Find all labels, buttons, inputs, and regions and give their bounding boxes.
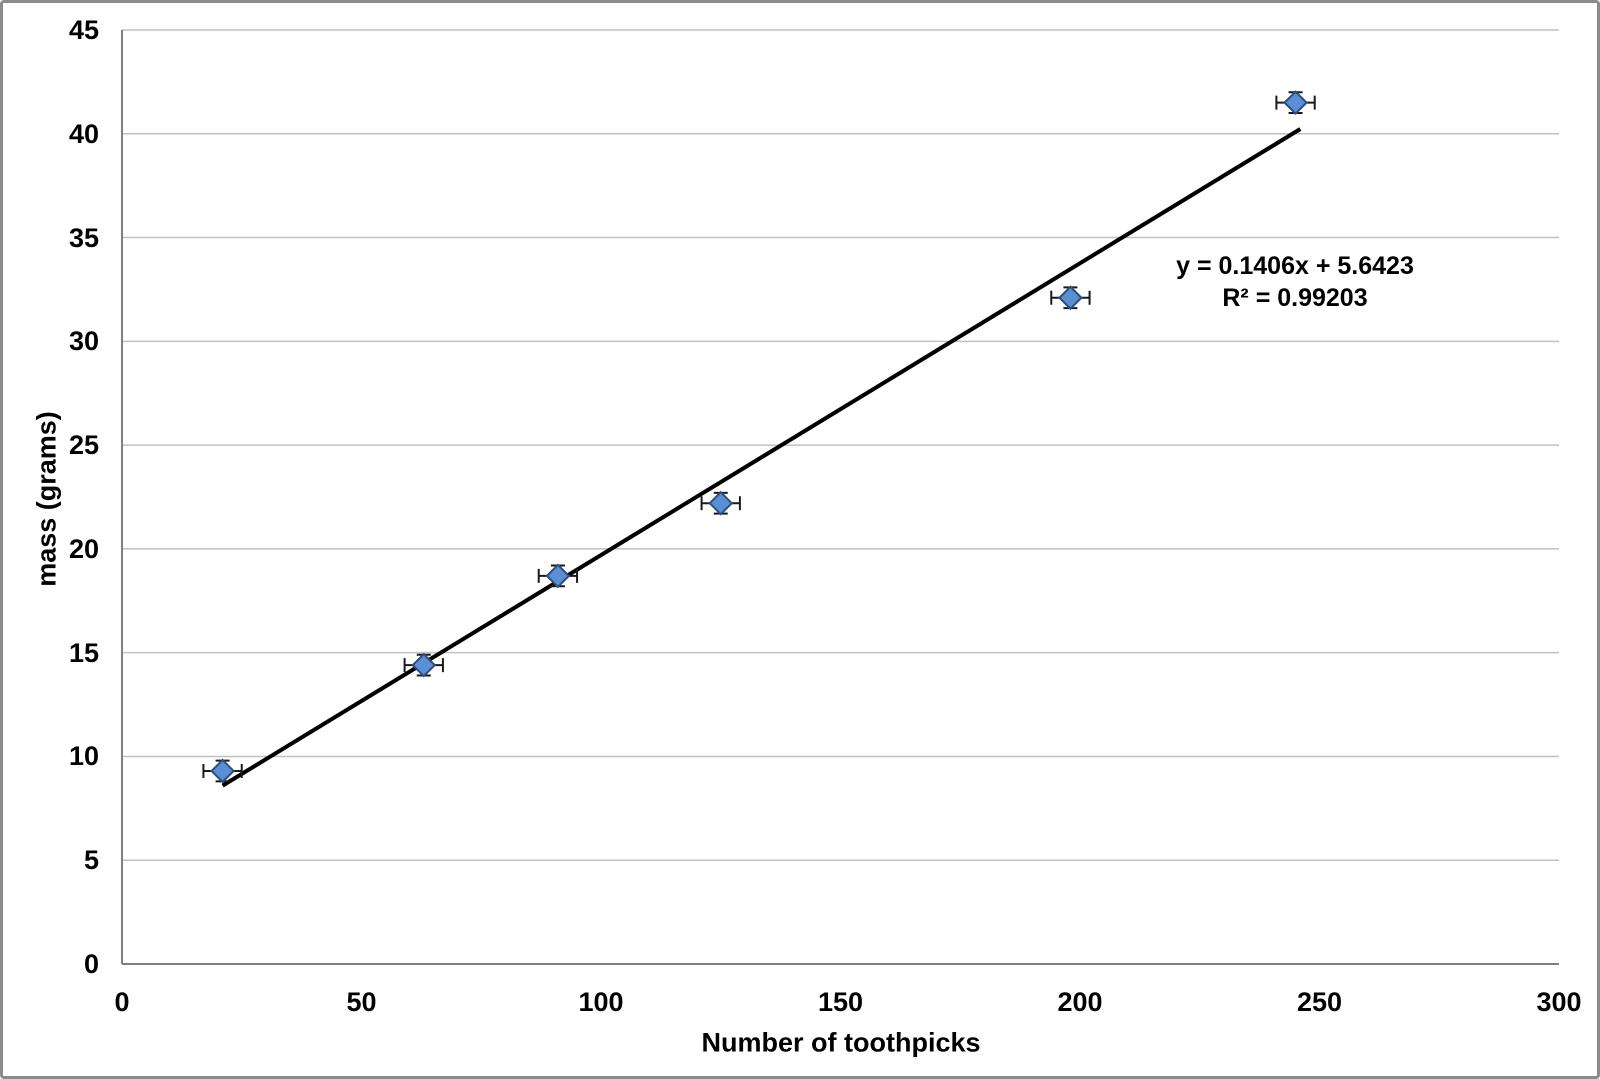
y-tick-label: 15 (68, 637, 99, 668)
y-tick-label: 0 (83, 949, 99, 979)
y-tick-label: 30 (68, 326, 99, 357)
x-tick-label: 250 (1296, 987, 1343, 1017)
x-tick-label: 300 (1536, 987, 1582, 1017)
x-tick-label: 50 (346, 987, 377, 1017)
trendline (221, 127, 1302, 788)
data-point-marker (545, 563, 571, 589)
data-point-marker (708, 490, 734, 516)
y-tick-label: 20 (68, 533, 99, 564)
trendline-equation-line1: y = 0.1406x + 5.6423 (1176, 252, 1414, 280)
trendline-equation: y = 0.1406x + 5.6423 R² = 0.99203 (1176, 250, 1414, 314)
x-tick-label: 0 (114, 987, 130, 1017)
scatter-plot-canvas (121, 29, 1559, 965)
data-point-marker (1283, 90, 1308, 116)
y-tick-label: 10 (68, 741, 99, 772)
y-tick-label: 25 (68, 430, 99, 461)
y-tick-label: 40 (68, 118, 99, 149)
trendline-equation-line2: R² = 0.99203 (1222, 284, 1368, 312)
y-tick-label: 45 (68, 15, 99, 45)
data-point-marker (210, 758, 236, 784)
x-tick-label: 200 (1057, 987, 1103, 1017)
x-tick-label: 150 (817, 987, 864, 1017)
y-tick-label: 5 (83, 845, 99, 876)
data-point-marker (1058, 285, 1083, 311)
x-axis-title: Number of toothpicks (701, 1027, 981, 1058)
data-point-marker (411, 652, 437, 678)
x-tick-label: 100 (578, 987, 624, 1017)
y-tick-label: 35 (68, 222, 99, 253)
